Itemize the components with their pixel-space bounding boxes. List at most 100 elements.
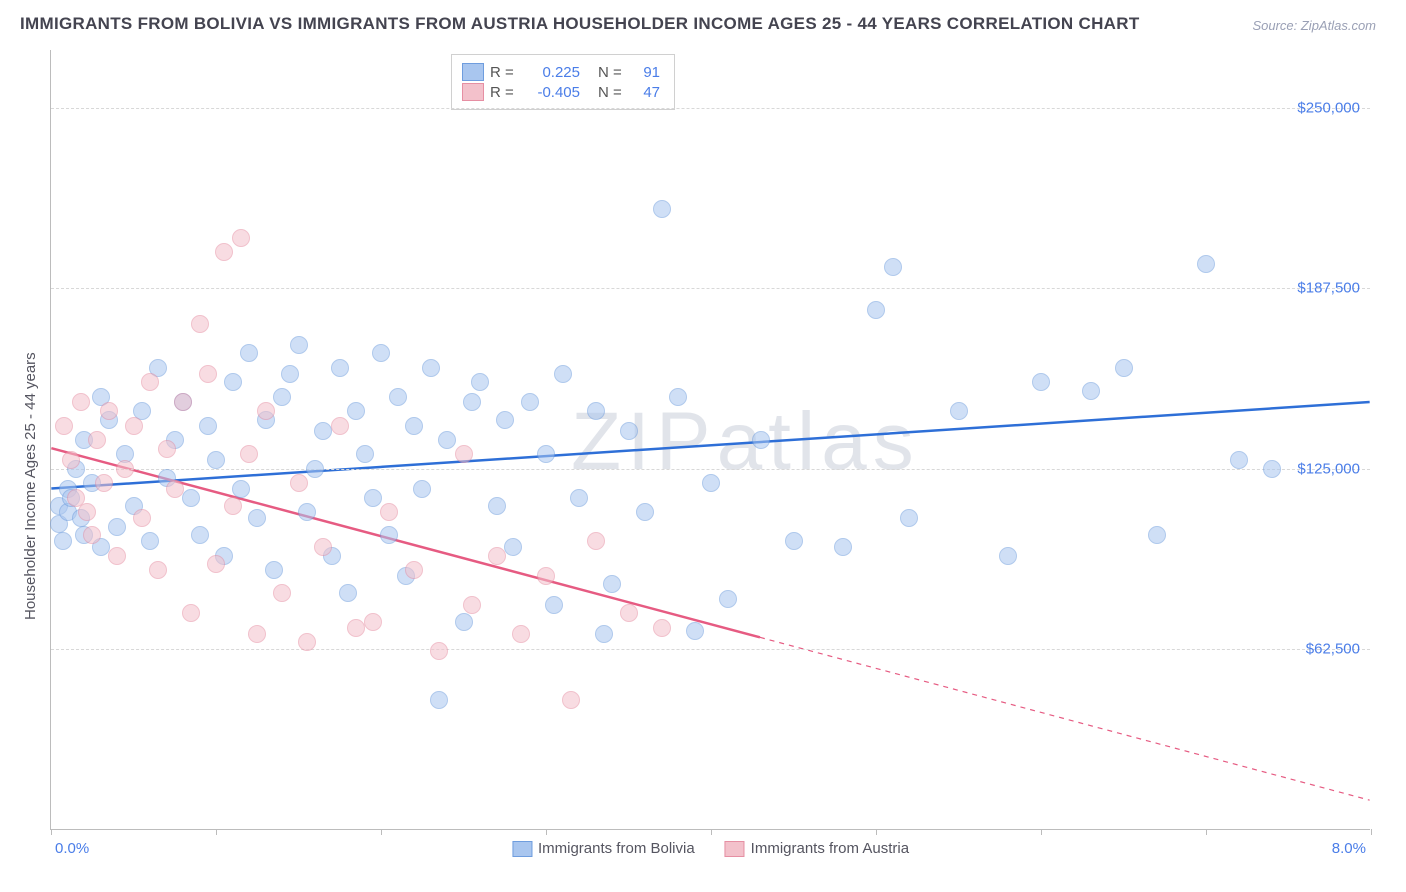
x-tick	[1041, 829, 1042, 835]
data-point	[257, 402, 275, 420]
data-point	[554, 365, 572, 383]
data-point	[1148, 526, 1166, 544]
legend-n-label: N =	[598, 64, 622, 81]
data-point	[785, 532, 803, 550]
x-tick	[546, 829, 547, 835]
data-point	[364, 489, 382, 507]
legend-text-bolivia: Immigrants from Bolivia	[538, 840, 695, 857]
data-point	[62, 451, 80, 469]
data-point	[290, 336, 308, 354]
data-point	[281, 365, 299, 383]
series-legend: Immigrants from Bolivia Immigrants from …	[512, 840, 909, 857]
data-point	[290, 474, 308, 492]
trend-lines-layer	[51, 50, 1370, 829]
legend-r-value-austria: -0.405	[520, 84, 580, 101]
data-point	[347, 619, 365, 637]
y-tick-label: $250,000	[1297, 99, 1360, 116]
data-point	[347, 402, 365, 420]
data-point	[562, 691, 580, 709]
data-point	[339, 584, 357, 602]
data-point	[182, 489, 200, 507]
data-point	[116, 460, 134, 478]
data-point	[834, 538, 852, 556]
data-point	[141, 373, 159, 391]
data-point	[422, 359, 440, 377]
data-point	[702, 474, 720, 492]
data-point	[356, 445, 374, 463]
x-axis-max-label: 8.0%	[1332, 840, 1366, 857]
data-point	[166, 480, 184, 498]
data-point	[1115, 359, 1133, 377]
data-point	[1263, 460, 1281, 478]
data-point	[595, 625, 613, 643]
data-point	[430, 691, 448, 709]
x-tick	[381, 829, 382, 835]
data-point	[620, 604, 638, 622]
data-point	[331, 359, 349, 377]
x-tick	[51, 829, 52, 835]
chart-title: IMMIGRANTS FROM BOLIVIA VS IMMIGRANTS FR…	[20, 14, 1140, 34]
data-point	[587, 532, 605, 550]
data-point	[471, 373, 489, 391]
data-point	[364, 613, 382, 631]
data-point	[108, 547, 126, 565]
data-point	[504, 538, 522, 556]
legend-r-label: R =	[490, 64, 514, 81]
data-point	[1082, 382, 1100, 400]
y-tick-label: $125,000	[1297, 460, 1360, 477]
data-point	[455, 613, 473, 631]
data-point	[719, 590, 737, 608]
data-point	[463, 596, 481, 614]
legend-item-bolivia: Immigrants from Bolivia	[512, 840, 695, 857]
x-tick	[1206, 829, 1207, 835]
x-tick	[1371, 829, 1372, 835]
data-point	[653, 619, 671, 637]
data-point	[108, 518, 126, 536]
x-tick	[216, 829, 217, 835]
data-point	[653, 200, 671, 218]
data-point	[224, 497, 242, 515]
data-point	[999, 547, 1017, 565]
data-point	[191, 315, 209, 333]
data-point	[463, 393, 481, 411]
data-point	[867, 301, 885, 319]
data-point	[265, 561, 283, 579]
data-point	[405, 561, 423, 579]
source-attribution: Source: ZipAtlas.com	[1252, 18, 1376, 33]
swatch-austria	[462, 83, 484, 101]
gridline	[51, 108, 1370, 109]
data-point	[669, 388, 687, 406]
data-point	[224, 373, 242, 391]
data-point	[1230, 451, 1248, 469]
x-tick	[711, 829, 712, 835]
data-point	[496, 411, 514, 429]
data-point	[455, 445, 473, 463]
data-point	[314, 422, 332, 440]
data-point	[158, 440, 176, 458]
data-point	[306, 460, 324, 478]
legend-n-value-bolivia: 91	[628, 64, 660, 81]
data-point	[900, 509, 918, 527]
data-point	[298, 503, 316, 521]
data-point	[240, 445, 258, 463]
data-point	[686, 622, 704, 640]
data-point	[54, 532, 72, 550]
data-point	[537, 567, 555, 585]
data-point	[207, 451, 225, 469]
data-point	[488, 547, 506, 565]
data-point	[430, 642, 448, 660]
data-point	[380, 526, 398, 544]
data-point	[83, 526, 101, 544]
gridline	[51, 288, 1370, 289]
data-point	[389, 388, 407, 406]
data-point	[570, 489, 588, 507]
data-point	[133, 509, 151, 527]
data-point	[438, 431, 456, 449]
data-point	[521, 393, 539, 411]
data-point	[298, 633, 316, 651]
gridline	[51, 649, 1370, 650]
data-point	[537, 445, 555, 463]
correlation-legend: R = 0.225 N = 91 R = -0.405 N = 47	[451, 54, 675, 110]
data-point	[174, 393, 192, 411]
data-point	[240, 344, 258, 362]
